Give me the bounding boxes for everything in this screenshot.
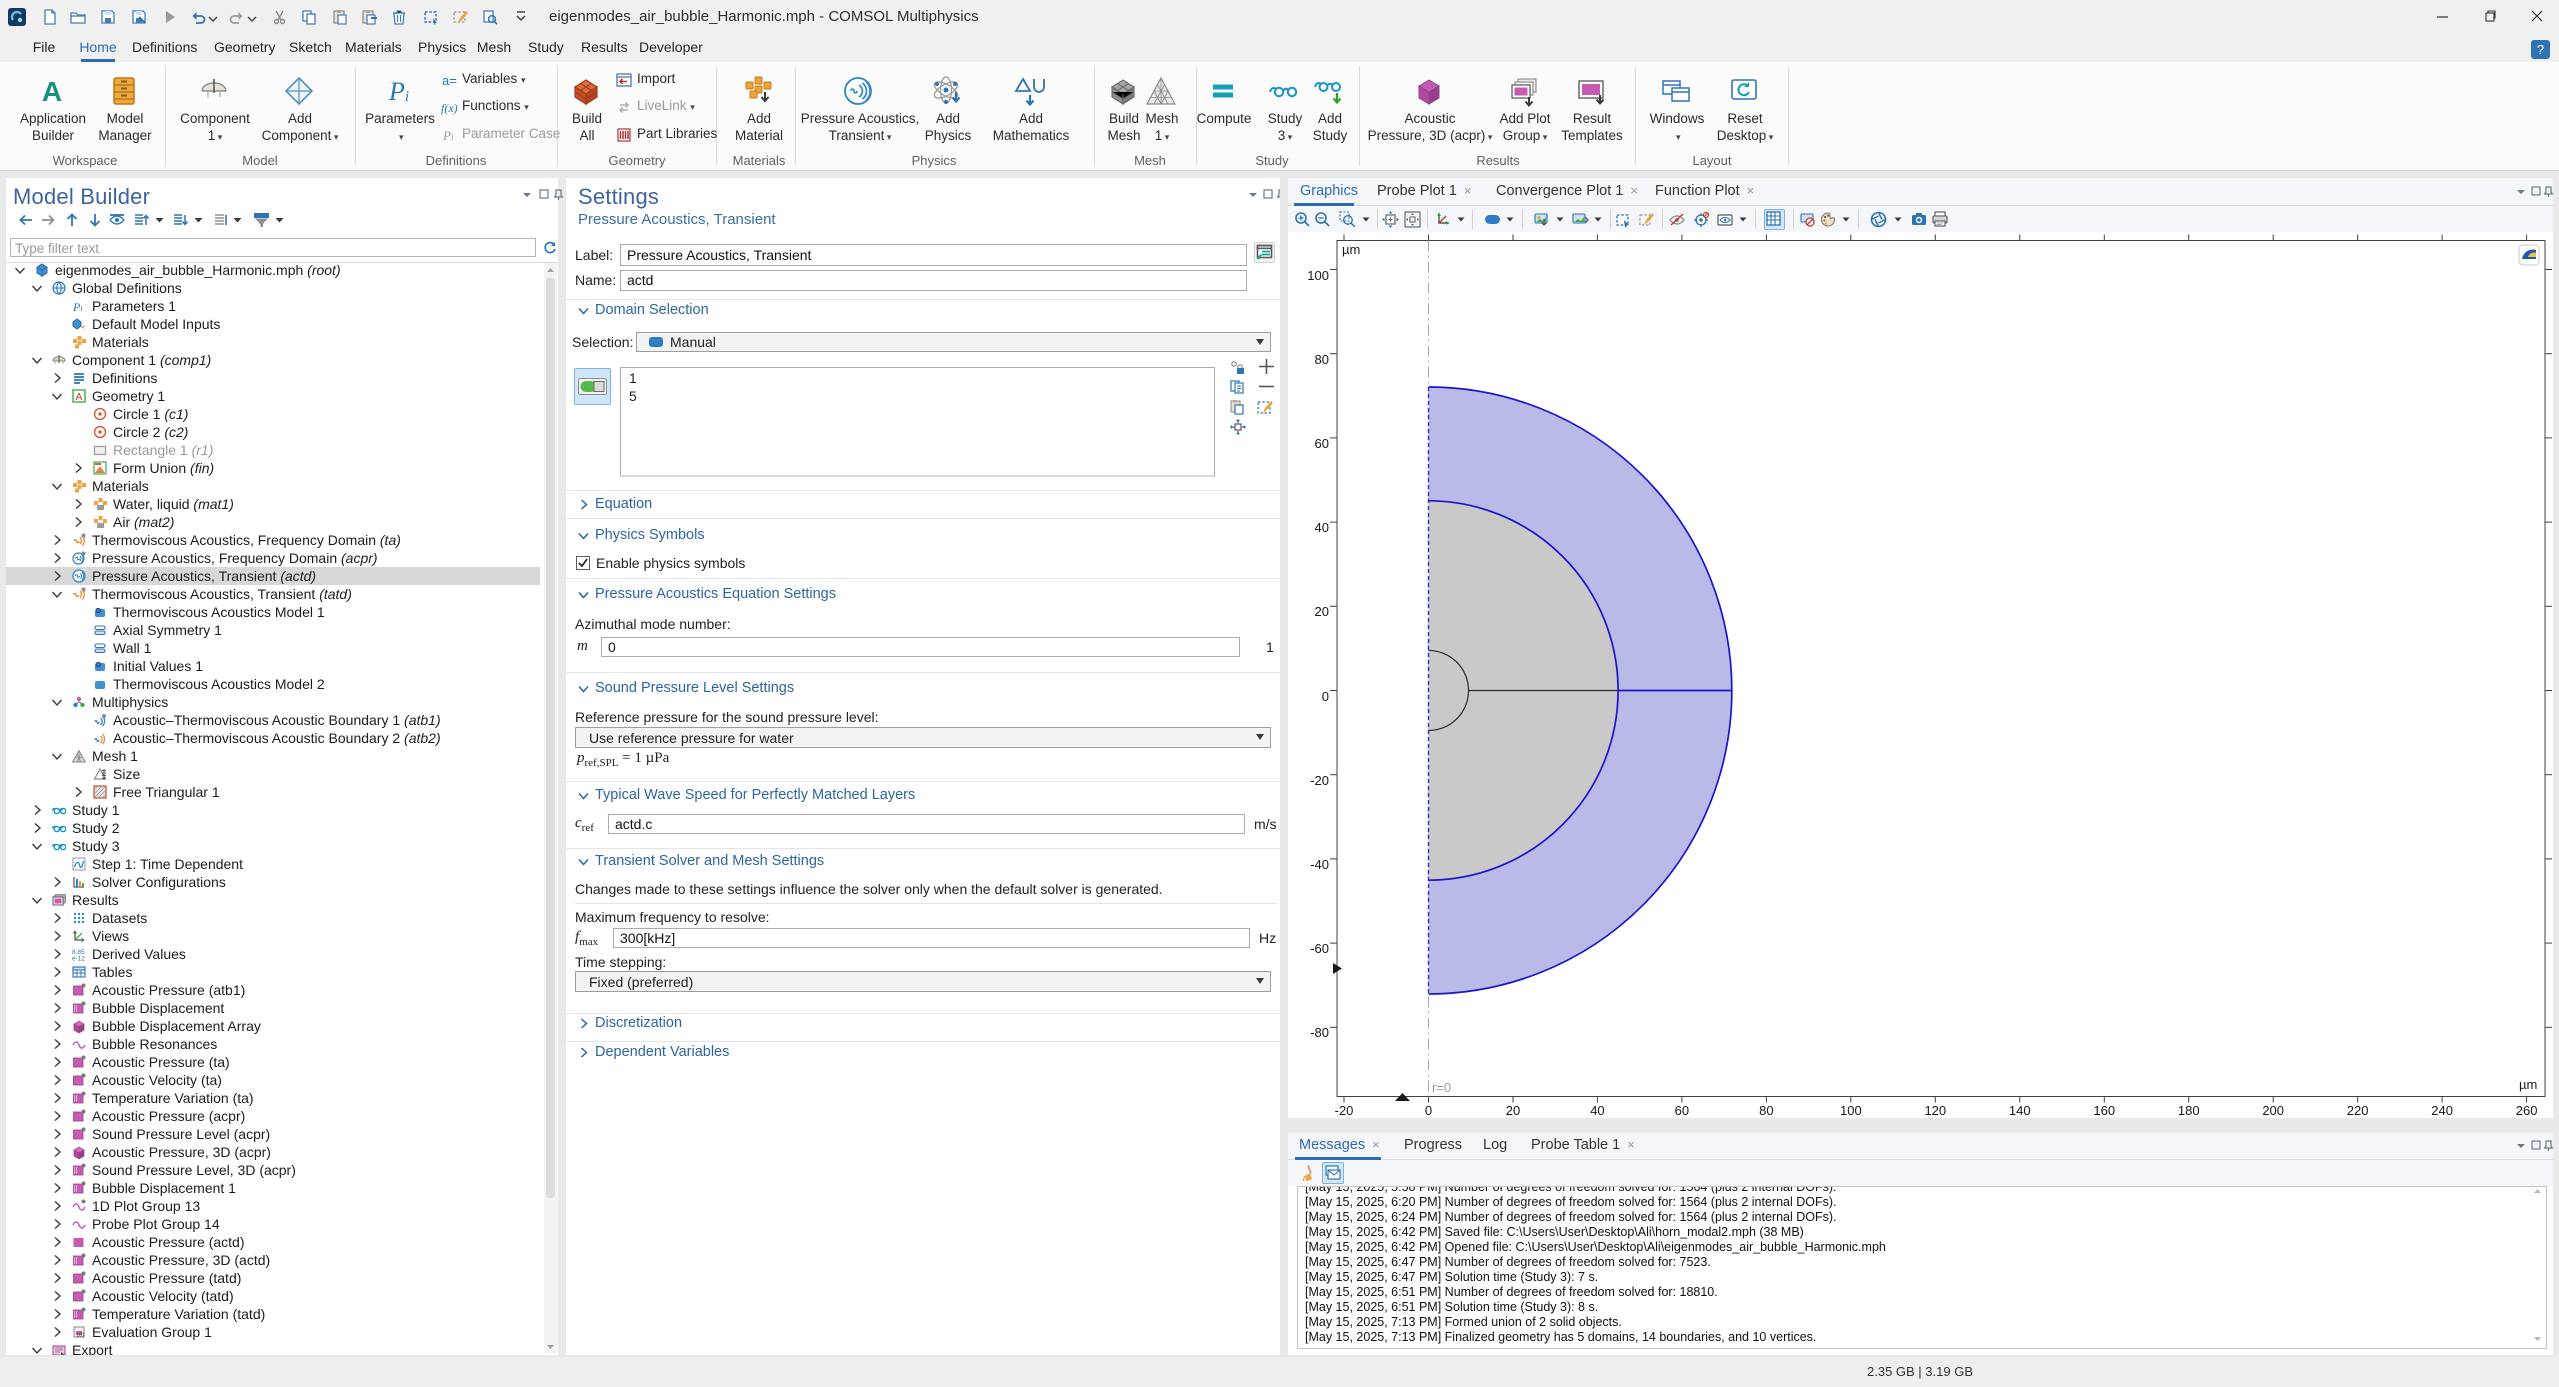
svg-text:A: A — [42, 76, 62, 107]
svg-text:Pi: Pi — [442, 128, 454, 143]
svg-text:Pi: Pi — [388, 77, 409, 106]
svg-text:181: 181 — [77, 1332, 86, 1338]
svg-text:A: A — [76, 392, 83, 403]
svg-text:a=: a= — [442, 73, 457, 88]
svg-text:D: D — [96, 608, 101, 615]
svg-text:Pi: Pi — [72, 300, 83, 313]
svg-text:8.85: 8.85 — [72, 949, 85, 956]
svg-text:e-12: e-12 — [72, 955, 85, 961]
svg-text:D: D — [96, 662, 101, 669]
svg-text:f(x): f(x) — [441, 101, 458, 115]
